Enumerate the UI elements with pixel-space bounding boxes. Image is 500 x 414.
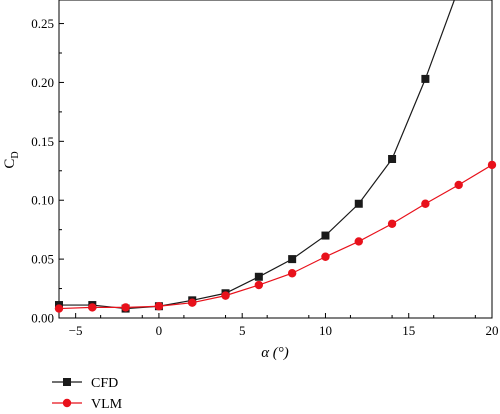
legend-marker-cfd — [63, 378, 71, 386]
data-point-vlm — [421, 199, 430, 208]
ticks-layer: −5 0 5 10 15 20 0.00 0.05 0.10 0.15 0.20 0.25 — [31, 16, 498, 338]
data-point-cfd — [288, 255, 297, 264]
data-point-vlm — [154, 302, 164, 311]
legend-marker-vlm — [62, 398, 72, 408]
axes — [58, 0, 493, 319]
data-point-vlm — [387, 219, 397, 228]
x-tick-label: −5 — [69, 323, 83, 338]
legend-label-vlm: VLM — [91, 397, 123, 412]
legend-entry-cfd: CFD — [52, 376, 118, 391]
data-point-vlm — [88, 303, 97, 312]
y-axis-title-main: C — [2, 159, 18, 169]
x-axis-title: α (°) — [261, 345, 289, 361]
series-line-cfd — [59, 0, 456, 310]
y-tick-label: 0.00 — [31, 311, 54, 326]
data-point-vlm — [321, 252, 330, 261]
legend-label-cfd: CFD — [91, 376, 118, 391]
legend: CFD VLM — [52, 376, 123, 412]
series-line-vlm — [59, 164, 492, 310]
y-tick-label: 0.10 — [31, 193, 54, 208]
data-point-cfd — [354, 199, 363, 208]
x-tick-label: 15 — [402, 323, 415, 338]
y-axis-title: CD — [2, 151, 21, 168]
data-point-vlm — [454, 180, 463, 190]
x-tick-label: 20 — [486, 323, 499, 338]
data-point-cfd — [254, 272, 263, 281]
data-point-vlm — [487, 160, 497, 170]
y-tick-label: 0.15 — [31, 134, 54, 149]
data-point-vlm — [188, 298, 197, 307]
markers-layer — [54, 74, 497, 313]
data-point-vlm — [287, 269, 297, 278]
plot-frame — [58, 0, 493, 319]
y-tick-label: 0.05 — [31, 252, 54, 267]
data-point-cfd — [321, 231, 330, 240]
data-point-vlm — [354, 237, 363, 246]
x-tick-label: 10 — [319, 323, 332, 338]
data-point-cfd — [388, 155, 397, 163]
data-point-vlm — [254, 280, 264, 290]
y-tick-label: 0.20 — [31, 75, 54, 90]
legend-entry-vlm: VLM — [52, 397, 123, 412]
x-tick-label: 0 — [156, 323, 163, 338]
series-layer — [59, 0, 492, 310]
y-tick-label: 0.25 — [31, 16, 54, 31]
data-point-vlm — [54, 304, 64, 313]
x-tick-label: 5 — [239, 323, 246, 338]
y-axis-title-sub: D — [10, 151, 21, 158]
data-point-cfd — [421, 74, 430, 83]
data-point-vlm — [221, 291, 230, 300]
data-point-vlm — [121, 303, 130, 312]
